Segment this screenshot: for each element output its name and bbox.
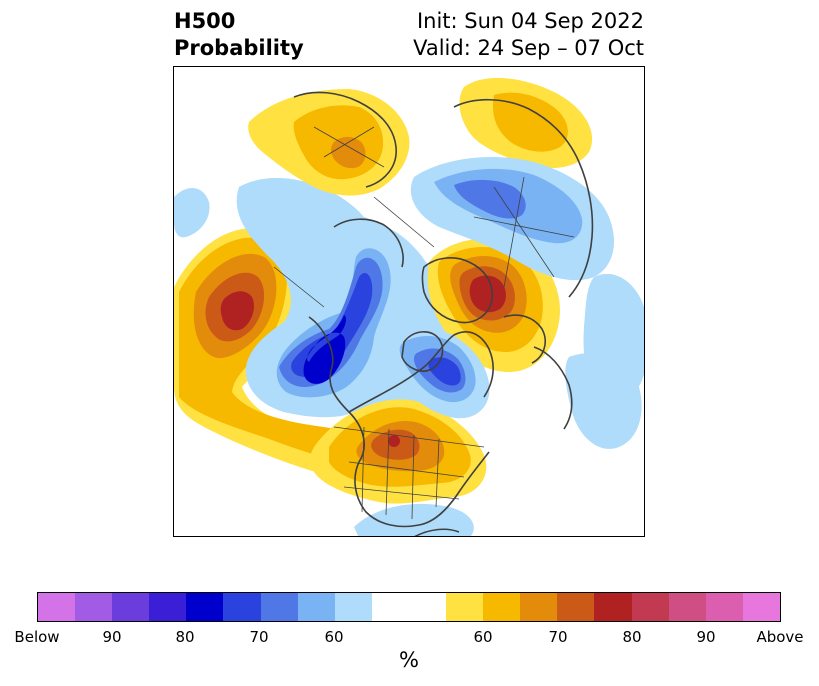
colorbar-segment [38,593,76,621]
colorbar-segment [483,593,521,621]
colorbar-segment [186,593,224,621]
anomaly-east-asia-high [459,77,593,169]
colorbar-segment [557,593,595,621]
colorbar-segment [520,593,558,621]
anomaly-western-russia-high [427,238,560,372]
colorbar-segment [149,593,187,621]
colorbar-segment [334,593,372,621]
colorbar-segment [75,593,113,621]
country-borders [273,126,575,520]
tick-label-below: Below [14,628,60,646]
colorbar-segment [223,593,261,621]
chart-dates: Init: Sun 04 Sep 2022 Valid: 24 Sep – 07… [413,8,644,62]
colorbar-segment [112,593,150,621]
anomaly-subtropical-low [354,503,474,536]
colorbar-segment [297,593,335,621]
tick-label-above-80: 80 [622,628,642,646]
colorbar [37,592,781,622]
title-field: Probability [174,36,304,60]
coastlines [293,91,594,536]
colorbar-segment [594,593,632,621]
colorbar-segment [668,593,706,621]
colorbar-segment [742,593,780,621]
probability-map [174,77,644,536]
map-panel [173,66,645,537]
init-date: Init: Sun 04 Sep 2022 [416,9,644,33]
tick-label-above: Above [756,628,804,646]
tick-label-below-60: 60 [324,628,344,646]
tick-label-below-90: 90 [102,628,122,646]
anomaly-greenland-low [384,327,490,419]
tick-label-above-70: 70 [548,628,568,646]
colorbar-unit: % [399,648,419,672]
valid-period: Valid: 24 Sep – 07 Oct [413,36,644,60]
anomaly-north-pacific-high [174,228,478,495]
anomaly-west-edge-low [174,187,210,238]
anomaly-northern-europe-high [248,89,410,196]
title-variable: H500 [174,9,236,33]
colorbar-segment [631,593,669,621]
tick-label-above-60: 60 [473,628,493,646]
colorbar-segment [260,593,298,621]
chart-title: H500 Probability [174,8,304,62]
colorbar-segment [371,593,447,621]
colorbar-segment [446,593,484,621]
tick-label-above-90: 90 [696,628,716,646]
colorbar-segment [705,593,743,621]
tick-label-below-80: 80 [175,628,195,646]
tick-label-below-70: 70 [249,628,269,646]
anomaly-east-edge-low [565,353,642,449]
anomaly-central-asia-low [410,157,614,281]
